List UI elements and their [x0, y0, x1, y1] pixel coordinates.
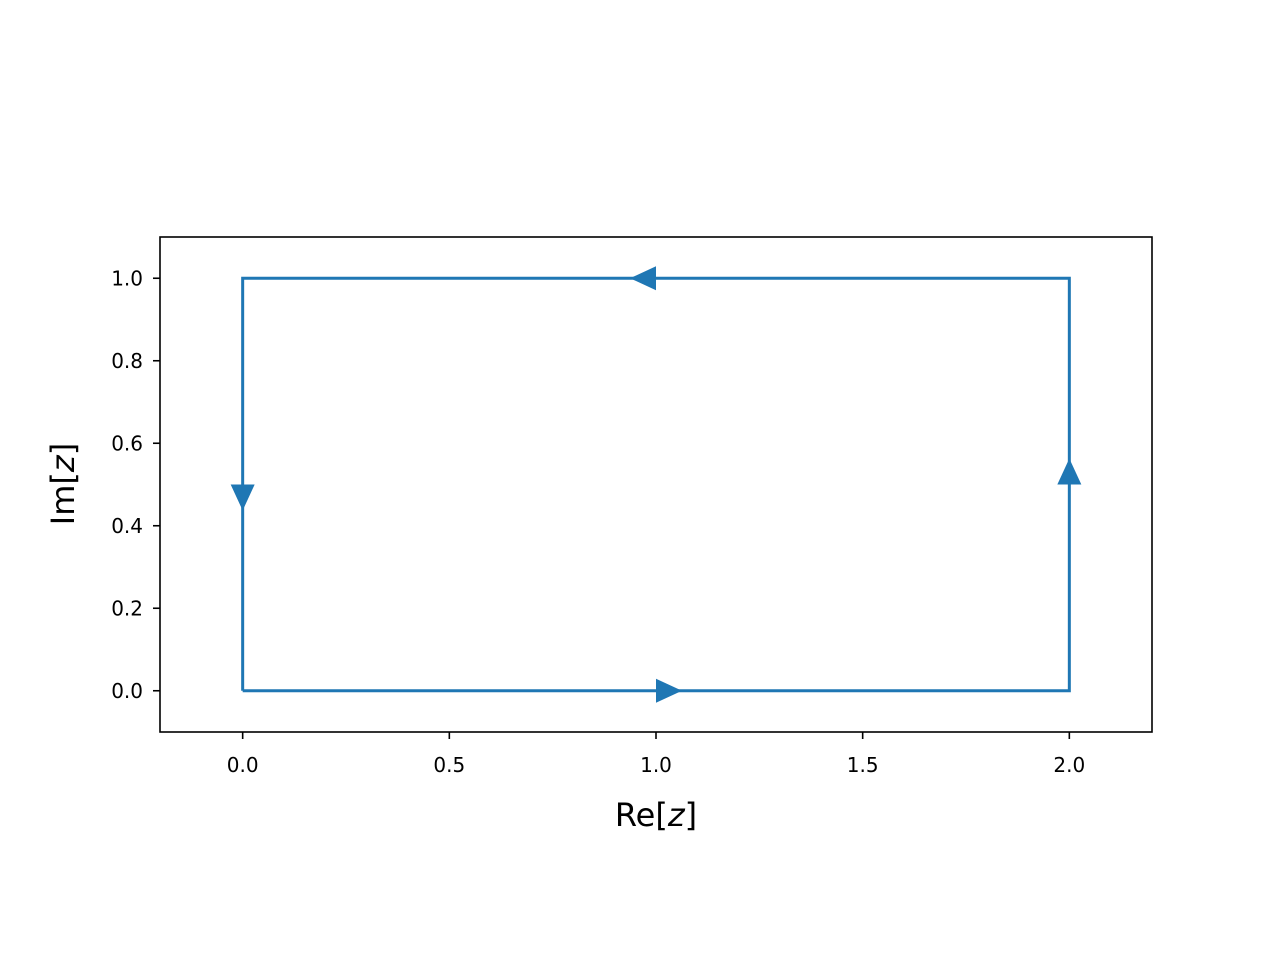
contour-path-group — [241, 276, 1071, 693]
y-tick-label: 0.8 — [111, 349, 143, 373]
plot-frame — [159, 236, 1153, 733]
x-axis-ticks: 0.0 0.5 1.0 1.5 2.0 — [227, 732, 1085, 777]
arrow-right-marker — [656, 678, 682, 703]
x-tick-label: 0.0 — [227, 753, 259, 777]
direction-arrows — [230, 266, 1082, 703]
y-tick-label: 0.2 — [111, 596, 143, 620]
y-tick-label: 1.0 — [111, 266, 143, 290]
contour-path — [241, 276, 1071, 693]
x-tick-label: 2.0 — [1053, 753, 1085, 777]
y-axis-label: Im[z] — [44, 443, 82, 525]
arrow-down-marker — [230, 484, 255, 511]
y-tick-label: 0.4 — [111, 514, 143, 538]
y-tick-label: 0.0 — [111, 679, 143, 703]
x-tick-label: 1.0 — [640, 753, 672, 777]
y-axis-ticks: 0.0 0.2 0.4 0.6 0.8 1.0 — [111, 266, 160, 703]
x-axis-label: Re[z] — [615, 796, 697, 834]
arrow-up-marker — [1057, 458, 1082, 485]
y-tick-label: 0.6 — [111, 431, 143, 455]
x-tick-label: 0.5 — [433, 753, 465, 777]
x-tick-label: 1.5 — [847, 753, 879, 777]
arrow-left-marker — [630, 266, 656, 291]
